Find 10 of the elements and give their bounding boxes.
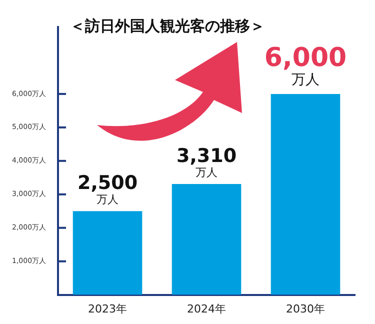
x-tick-label: 2024年 xyxy=(187,302,226,316)
data-label: 3,310 万人 xyxy=(176,145,237,179)
data-label: 2,500 万人 xyxy=(77,172,138,206)
chart-title: ＜訪日外国人観光客の推移＞ xyxy=(70,16,265,35)
x-tick-label: 2023年 xyxy=(88,302,128,316)
bar xyxy=(72,211,142,295)
bar xyxy=(270,94,340,295)
x-tick-label: 2030年 xyxy=(286,302,326,316)
data-label: 6,000 万人 xyxy=(264,42,347,88)
bar xyxy=(172,184,242,295)
